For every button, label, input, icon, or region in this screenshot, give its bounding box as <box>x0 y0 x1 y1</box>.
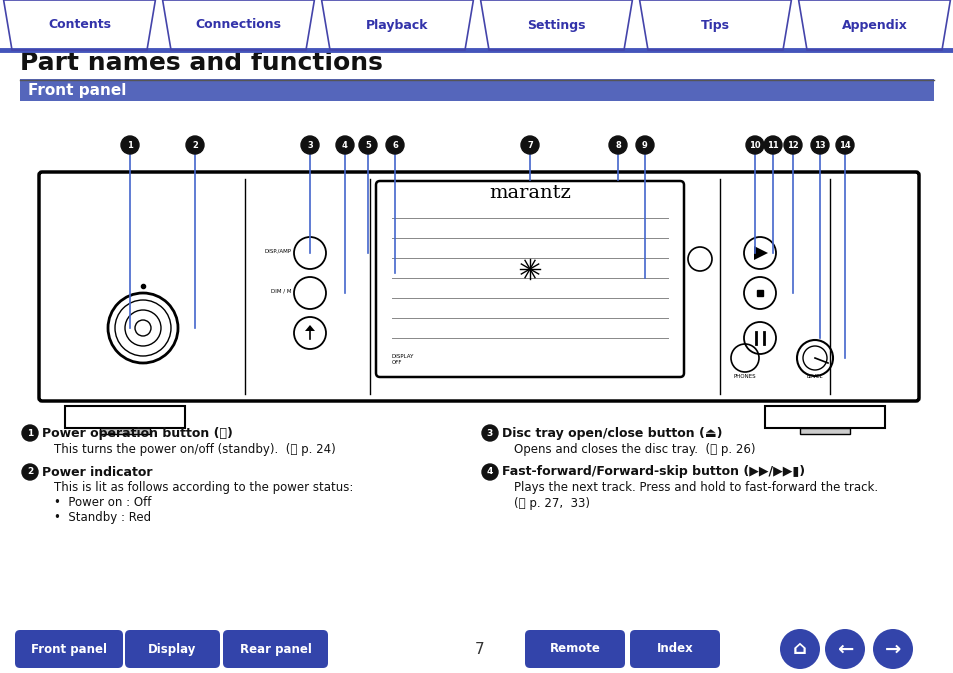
Text: 11: 11 <box>766 141 778 149</box>
Polygon shape <box>753 246 767 260</box>
Text: Display: Display <box>148 643 196 656</box>
Circle shape <box>520 136 538 154</box>
Text: 3: 3 <box>307 141 313 149</box>
Circle shape <box>872 629 912 669</box>
Text: Power indicator: Power indicator <box>42 466 152 479</box>
Circle shape <box>763 136 781 154</box>
Circle shape <box>636 136 654 154</box>
Circle shape <box>22 425 38 441</box>
FancyBboxPatch shape <box>20 79 933 101</box>
Text: 14: 14 <box>839 141 850 149</box>
Circle shape <box>335 136 354 154</box>
Text: marantz: marantz <box>489 184 570 202</box>
Polygon shape <box>305 325 314 331</box>
Text: 1: 1 <box>127 141 132 149</box>
FancyBboxPatch shape <box>764 406 884 428</box>
Text: DIM / M: DIM / M <box>272 289 292 293</box>
Text: 3: 3 <box>486 429 493 437</box>
Circle shape <box>121 136 139 154</box>
Text: Front panel: Front panel <box>28 83 126 98</box>
Circle shape <box>386 136 403 154</box>
Text: 4: 4 <box>486 468 493 476</box>
Text: 10: 10 <box>748 141 760 149</box>
Text: 7: 7 <box>527 141 533 149</box>
Text: Index: Index <box>656 643 693 656</box>
Text: Power operation button (⏻): Power operation button (⏻) <box>42 427 233 439</box>
Text: •  Standby : Red: • Standby : Red <box>54 511 151 524</box>
Text: (ⓘ p. 27,  33): (ⓘ p. 27, 33) <box>514 497 589 509</box>
FancyBboxPatch shape <box>39 172 918 401</box>
Text: 2: 2 <box>192 141 197 149</box>
Circle shape <box>481 425 497 441</box>
Text: Remote: Remote <box>549 643 599 656</box>
Text: Front panel: Front panel <box>30 643 107 656</box>
Text: ←: ← <box>836 639 852 658</box>
Text: Rear panel: Rear panel <box>239 643 311 656</box>
Text: Opens and closes the disc tray.  (ⓘ p. 26): Opens and closes the disc tray. (ⓘ p. 26… <box>514 443 755 456</box>
Text: DISP./AMP: DISP./AMP <box>265 248 292 254</box>
FancyBboxPatch shape <box>125 630 220 668</box>
Text: LEVEL: LEVEL <box>806 374 822 378</box>
Circle shape <box>301 136 318 154</box>
Circle shape <box>608 136 626 154</box>
Circle shape <box>358 136 376 154</box>
Text: 7: 7 <box>475 641 484 656</box>
Text: 13: 13 <box>813 141 825 149</box>
Text: PHONES: PHONES <box>733 374 756 378</box>
Text: Tips: Tips <box>700 18 729 32</box>
Text: 9: 9 <box>641 141 647 149</box>
Circle shape <box>835 136 853 154</box>
FancyBboxPatch shape <box>524 630 624 668</box>
Text: This is lit as follows according to the power status:: This is lit as follows according to the … <box>54 481 353 495</box>
Text: Appendix: Appendix <box>841 18 906 32</box>
Text: Part names and functions: Part names and functions <box>20 51 382 75</box>
Text: Connections: Connections <box>195 18 281 32</box>
Text: Fast-forward/Forward-skip button (▶▶/▶▶▮): Fast-forward/Forward-skip button (▶▶/▶▶▮… <box>501 466 804 479</box>
Circle shape <box>783 136 801 154</box>
Text: 2: 2 <box>27 468 33 476</box>
FancyBboxPatch shape <box>223 630 328 668</box>
Text: Disc tray open/close button (⏏): Disc tray open/close button (⏏) <box>501 427 721 439</box>
Text: Plays the next track. Press and hold to fast-forward the track.: Plays the next track. Press and hold to … <box>514 481 877 495</box>
FancyBboxPatch shape <box>65 406 185 428</box>
Circle shape <box>481 464 497 480</box>
FancyBboxPatch shape <box>800 428 849 434</box>
Text: 1: 1 <box>27 429 33 437</box>
FancyBboxPatch shape <box>629 630 720 668</box>
Circle shape <box>22 464 38 480</box>
Text: ⌂: ⌂ <box>792 639 806 658</box>
Text: 4: 4 <box>342 141 348 149</box>
Circle shape <box>810 136 828 154</box>
Text: 5: 5 <box>365 141 371 149</box>
Circle shape <box>186 136 204 154</box>
Text: Playback: Playback <box>366 18 428 32</box>
Text: Contents: Contents <box>48 18 111 32</box>
Text: This turns the power on/off (standby).  (ⓘ p. 24): This turns the power on/off (standby). (… <box>54 443 335 456</box>
Text: DISPLAY
OFF: DISPLAY OFF <box>392 354 414 365</box>
Text: Settings: Settings <box>527 18 585 32</box>
Circle shape <box>824 629 864 669</box>
FancyBboxPatch shape <box>100 428 150 434</box>
Text: 12: 12 <box>786 141 798 149</box>
Text: →: → <box>883 639 901 658</box>
Circle shape <box>745 136 763 154</box>
FancyBboxPatch shape <box>15 630 123 668</box>
FancyBboxPatch shape <box>375 181 683 377</box>
Text: 6: 6 <box>392 141 397 149</box>
Text: 8: 8 <box>615 141 620 149</box>
Text: •  Power on : Off: • Power on : Off <box>54 497 152 509</box>
Circle shape <box>780 629 820 669</box>
